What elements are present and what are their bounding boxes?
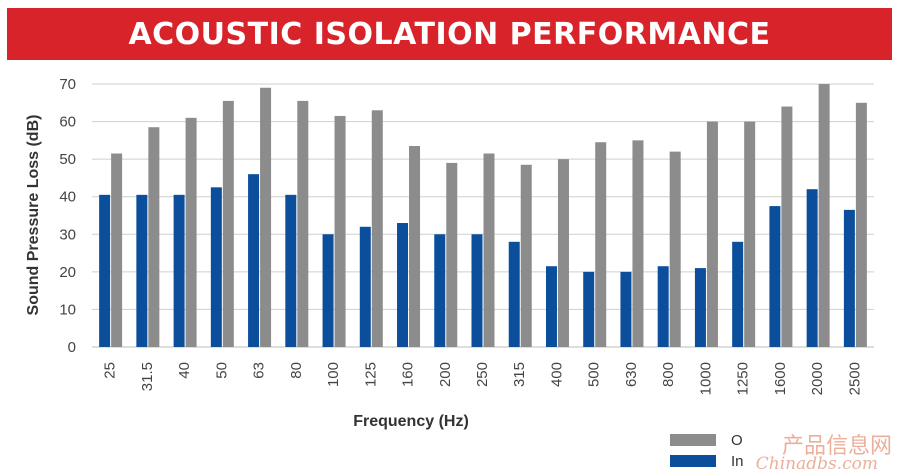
x-tick-label: 400 (548, 362, 565, 387)
x-tick-label: 1600 (772, 362, 789, 395)
bar-in (471, 234, 483, 347)
x-axis-title: Frequency (Hz) (353, 413, 469, 430)
bar-in (657, 266, 669, 347)
bar-o (818, 84, 830, 347)
y-tick-label: 0 (68, 339, 76, 356)
bar-in (397, 223, 409, 347)
x-tick-label: 2500 (846, 362, 863, 395)
x-tick-label: 125 (362, 362, 379, 387)
x-tick-label: 40 (176, 362, 193, 379)
bar-in (173, 194, 185, 347)
x-tick-label: 63 (251, 362, 268, 379)
bar-o (595, 142, 607, 347)
legend-label: O (731, 432, 743, 449)
bar-in (545, 266, 557, 347)
x-tick-label: 31.5 (139, 362, 156, 391)
bar-o (260, 87, 272, 347)
y-tick-label: 40 (59, 189, 76, 206)
bar-o (557, 159, 569, 347)
bar-o (409, 145, 421, 347)
bar-in (694, 268, 706, 347)
watermark-en-text: Chinadbs.com (755, 454, 878, 474)
x-tick-label: 315 (511, 362, 528, 387)
bar-o (148, 127, 160, 347)
bar-o (632, 140, 644, 347)
x-tick-label: 50 (213, 362, 230, 379)
watermark-cn-text: 产品信息网 (781, 434, 892, 459)
bar-o (669, 151, 681, 347)
chart-title: ACOUSTIC ISOLATION PERFORMANCE (128, 16, 771, 52)
bar-o (744, 121, 756, 347)
title-banner: ACOUSTIC ISOLATION PERFORMANCE (7, 8, 892, 60)
bar-in (322, 234, 334, 347)
bar-o (185, 117, 197, 347)
bar-o (371, 110, 383, 347)
y-tick-label: 30 (59, 226, 76, 243)
bar-o (855, 102, 867, 348)
x-tick-label: 100 (325, 362, 342, 387)
bar-in (434, 234, 446, 347)
x-tick-label: 200 (437, 362, 454, 387)
bar-in (843, 209, 855, 347)
bar-o (111, 153, 123, 347)
bar-in (620, 271, 632, 347)
bar-in (732, 241, 744, 347)
x-tick-label: 800 (660, 362, 677, 387)
y-tick-label: 10 (59, 301, 76, 318)
bar-o (446, 162, 458, 347)
legend-swatch (670, 455, 716, 467)
bar-o (483, 153, 495, 347)
bar-in (359, 226, 371, 347)
x-tick-label: 1000 (697, 362, 714, 395)
bar-o (222, 100, 234, 348)
legend-label: In (731, 453, 744, 470)
bar-in (508, 241, 520, 347)
x-tick-label: 1250 (735, 362, 752, 395)
y-tick-label: 70 (59, 76, 76, 93)
watermark: 产品信息网 Chinadbs.com (742, 428, 892, 474)
bar-in (769, 206, 781, 347)
bar-o (334, 115, 346, 347)
bar-o (297, 100, 309, 348)
bar-in (248, 174, 260, 347)
bar-in (99, 194, 111, 347)
bar-in (285, 194, 297, 347)
bar-o (706, 121, 718, 347)
x-tick-label: 160 (400, 362, 417, 387)
bar-in (136, 194, 148, 347)
bar-in (806, 189, 818, 347)
y-tick-label: 60 (59, 114, 76, 131)
bar-o (520, 164, 532, 347)
y-tick-label: 50 (59, 151, 76, 168)
y-tick-label: 20 (59, 264, 76, 281)
x-tick-label: 630 (623, 362, 640, 387)
y-axis-title: Sound Pressure Loss (dB) (25, 115, 42, 316)
legend-swatch (670, 434, 716, 446)
x-tick-label: 250 (474, 362, 491, 387)
bar-in (583, 271, 595, 347)
x-tick-label: 500 (586, 362, 603, 387)
bar-o (781, 106, 793, 348)
x-tick-label: 80 (288, 362, 305, 379)
bar-in (210, 187, 222, 347)
x-tick-label: 2000 (809, 362, 826, 395)
x-tick-label: 25 (102, 362, 119, 379)
